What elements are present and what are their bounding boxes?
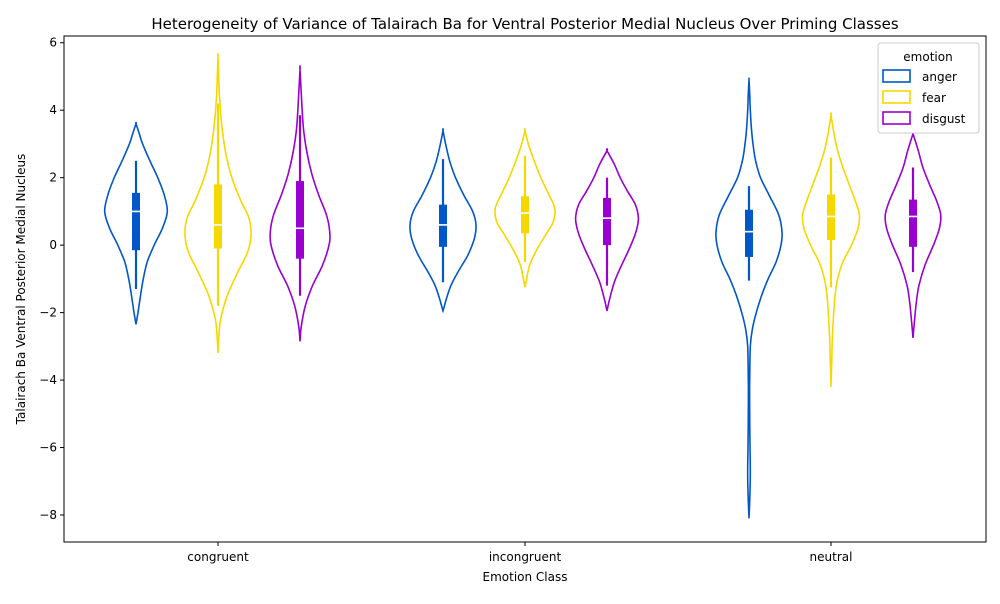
x-axis: congruent incongruent neutral — [187, 542, 852, 564]
y-axis: −8 −6 −4 −2 0 2 4 6 — [39, 36, 64, 522]
iqr-box-anger-neutral — [745, 209, 753, 257]
legend-swatch-disgust — [882, 111, 911, 125]
iqr-box-fear-congruent — [214, 184, 222, 249]
y-tick-label: −6 — [39, 441, 57, 455]
x-tick-label-congruent: congruent — [187, 550, 249, 564]
iqr-box-disgust-congruent — [296, 181, 304, 259]
legend-label-disgust: disgust — [922, 112, 966, 126]
violin-disgust-congruent — [269, 65, 331, 342]
violin-group — [103, 52, 942, 519]
legend-items: anger fear disgust — [882, 69, 966, 126]
violin-fear-neutral — [801, 112, 861, 387]
legend-box — [877, 42, 980, 134]
iqr-box-anger-congruent — [132, 192, 140, 251]
violin-anger-congruent — [103, 121, 169, 325]
violin-anger-neutral — [715, 77, 783, 519]
iqr-box-disgust-incongruent — [603, 197, 611, 246]
y-tick-label: 6 — [49, 36, 57, 50]
y-tick-label: −8 — [39, 508, 57, 522]
y-tick-label: −2 — [39, 306, 57, 320]
y-tick-label: 4 — [49, 103, 57, 117]
violin-disgust-incongruent — [574, 148, 640, 312]
chart-title: Heterogeneity of Variance of Talairach B… — [151, 15, 898, 33]
plot-area — [63, 35, 987, 543]
violin-fear-incongruent — [494, 127, 556, 288]
legend-swatch-fear — [882, 90, 911, 104]
violin-fear-congruent — [184, 52, 252, 354]
iqr-box-fear-incongruent — [521, 196, 529, 234]
x-tick-label-neutral: neutral — [810, 550, 853, 564]
iqr-box-fear-neutral — [827, 194, 835, 241]
y-tick-label: 0 — [49, 238, 57, 252]
legend-title: emotion — [903, 50, 952, 64]
legend-label-fear: fear — [922, 91, 946, 105]
legend-label-anger: anger — [922, 70, 957, 84]
x-axis-label: Emotion Class — [483, 570, 568, 584]
iqr-box-anger-incongruent — [439, 204, 447, 247]
y-axis-label: Talairach Ba Ventral Posterior Medial Nu… — [14, 154, 28, 426]
y-tick-label: −4 — [39, 373, 57, 387]
violin-anger-incongruent — [409, 127, 477, 314]
y-tick-label: 2 — [49, 171, 57, 185]
x-tick-label-incongruent: incongruent — [489, 550, 562, 564]
iqr-box-disgust-neutral — [909, 199, 917, 247]
legend-swatch-anger — [882, 69, 911, 83]
legend: emotion anger fear disgust — [877, 42, 980, 134]
